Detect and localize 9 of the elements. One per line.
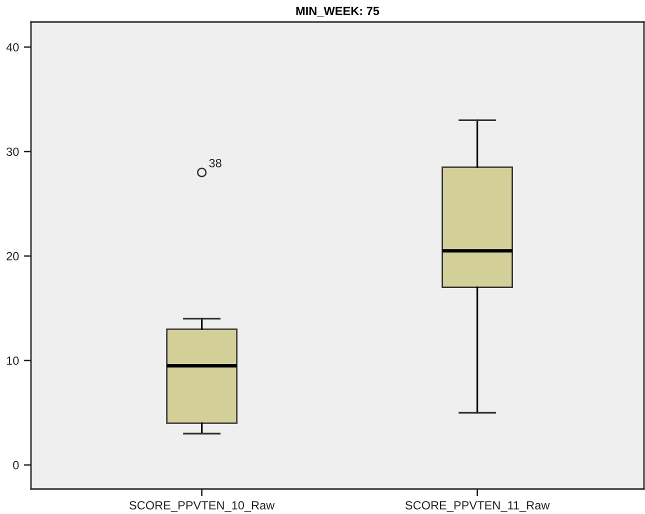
x-tick-label: SCORE_PPVTEN_11_Raw: [405, 501, 550, 512]
x-tick-label: SCORE_PPVTEN_10_Raw: [130, 501, 275, 512]
y-tick-label: 0: [13, 461, 19, 470]
y-tick-label: 40: [6, 43, 19, 52]
y-tick-label: 30: [6, 148, 19, 156]
y-tick-label: 20: [6, 252, 19, 260]
y-tick-label: 10: [6, 356, 19, 365]
chart-title: MIN_WEEK: 75: [296, 6, 380, 16]
annotation: 38: [209, 158, 222, 168]
